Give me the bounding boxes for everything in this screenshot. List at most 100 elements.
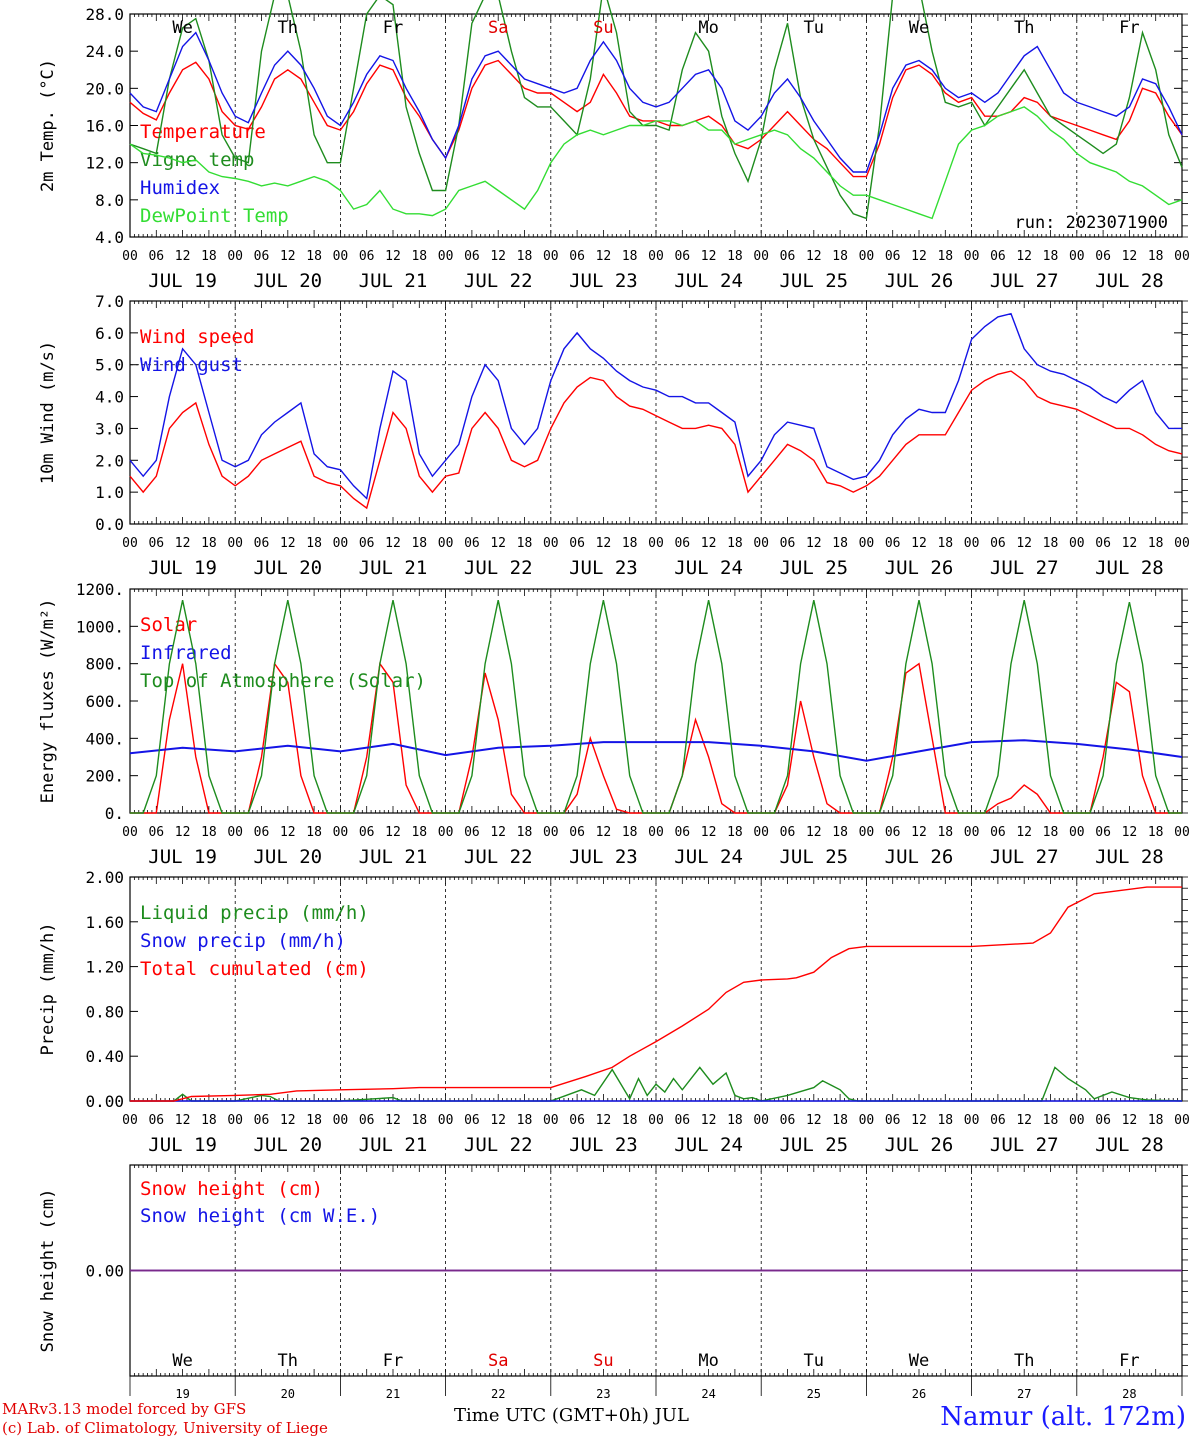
x-hour-label: 12 bbox=[490, 1113, 506, 1128]
panel-2: 0.0 1.0 2.0 3.0 4.0 5.0 6.0 7.0 10m Wind (m/s) Wi… bbox=[38, 292, 1190, 579]
x-hour-label: 12 bbox=[175, 536, 191, 551]
x-hour-label: 06 bbox=[674, 249, 690, 264]
x-hour-label: 06 bbox=[1095, 536, 1111, 551]
y-tick-label: 200. bbox=[85, 767, 124, 786]
x-hour-label: 12 bbox=[1122, 536, 1138, 551]
credit-lab: (c) Lab. of Climatology, University of L… bbox=[2, 1419, 328, 1437]
legend-entry: Snow height (cm) bbox=[140, 1178, 323, 1200]
x-hour-label: 12 bbox=[1016, 825, 1032, 840]
weekday-label: Fr bbox=[383, 18, 403, 38]
y-tick-label: 400. bbox=[85, 729, 124, 748]
x-hour-label: 18 bbox=[622, 249, 638, 264]
x-hour-label: 12 bbox=[701, 249, 717, 264]
day-number-label: 23 bbox=[596, 1387, 610, 1401]
station-title: Namur (alt. 172m) bbox=[940, 1402, 1186, 1432]
x-hour-label: 12 bbox=[911, 249, 927, 264]
x-hour-label: 18 bbox=[201, 249, 217, 264]
x-hour-label: 12 bbox=[596, 536, 612, 551]
x-day-label: JUL 27 bbox=[990, 270, 1059, 292]
x-day-label: JUL 27 bbox=[990, 1134, 1059, 1156]
x-hour-label: 12 bbox=[1016, 536, 1032, 551]
y-axis-label: 2m Temp. (°C) bbox=[38, 59, 58, 192]
x-hour-label: 12 bbox=[701, 825, 717, 840]
x-hour-label: 00 bbox=[964, 825, 980, 840]
x-hour-label: 06 bbox=[674, 825, 690, 840]
x-hour-label: 06 bbox=[885, 825, 901, 840]
x-day-label: JUL 26 bbox=[885, 846, 954, 868]
x-hour-label: 18 bbox=[1148, 1113, 1164, 1128]
x-day-label: JUL 27 bbox=[990, 557, 1059, 579]
x-hour-label: 06 bbox=[359, 249, 375, 264]
x-day-label: JUL 22 bbox=[464, 846, 533, 868]
weekday-label: Th bbox=[1014, 1351, 1034, 1371]
day-number-label: 19 bbox=[175, 1387, 189, 1401]
x-hour-label: 00 bbox=[964, 1113, 980, 1128]
x-hour-label: 06 bbox=[1095, 825, 1111, 840]
x-day-label: JUL 21 bbox=[359, 557, 428, 579]
x-hour-label: 00 bbox=[227, 249, 243, 264]
x-hour-label: 00 bbox=[1174, 536, 1190, 551]
x-hour-label: 12 bbox=[385, 1113, 401, 1128]
y-tick-label: 800. bbox=[85, 655, 124, 674]
x-hour-label: 06 bbox=[148, 249, 164, 264]
x-hour-label: 00 bbox=[333, 1113, 349, 1128]
x-day-label: JUL 19 bbox=[148, 270, 217, 292]
x-hour-label: 18 bbox=[1148, 249, 1164, 264]
x-hour-label: 06 bbox=[464, 1113, 480, 1128]
x-hour-label: 12 bbox=[1122, 249, 1138, 264]
x-day-label: JUL 23 bbox=[569, 846, 638, 868]
panel-5: 0.00 Snow height (cm) Snow height (cm) Snow… bbox=[38, 1164, 1188, 1401]
weekday-label: Th bbox=[1014, 18, 1034, 38]
x-hour-label: 00 bbox=[648, 825, 664, 840]
x-hour-label: 00 bbox=[648, 1113, 664, 1128]
panel-3: 0. 200. 400. 600. 800. 1000. 1200. Energy fluxe… bbox=[38, 580, 1190, 868]
day-number-label: 27 bbox=[1017, 1387, 1031, 1401]
x-hour-label: 18 bbox=[517, 536, 533, 551]
y-tick-label: 2.00 bbox=[85, 868, 124, 887]
x-hour-label: 18 bbox=[937, 1113, 953, 1128]
x-hour-label: 00 bbox=[333, 825, 349, 840]
y-axis-label: Precip (mm/h) bbox=[38, 922, 58, 1055]
x-day-label: JUL 19 bbox=[148, 1134, 217, 1156]
x-hour-label: 12 bbox=[1122, 825, 1138, 840]
x-hour-label: 12 bbox=[911, 536, 927, 551]
y-tick-label: 20.0 bbox=[85, 79, 124, 98]
x-hour-label: 00 bbox=[1069, 825, 1085, 840]
x-hour-label: 00 bbox=[1069, 249, 1085, 264]
x-hour-label: 18 bbox=[832, 825, 848, 840]
x-hour-label: 00 bbox=[648, 536, 664, 551]
x-hour-label: 18 bbox=[727, 536, 743, 551]
y-axis-label: 10m Wind (m/s) bbox=[38, 341, 58, 484]
x-hour-label: 00 bbox=[543, 249, 559, 264]
x-hour-label: 12 bbox=[1016, 1113, 1032, 1128]
x-day-label: JUL 21 bbox=[359, 846, 428, 868]
x-hour-label: 00 bbox=[438, 825, 454, 840]
weekday-label: Tu bbox=[804, 18, 824, 38]
x-hour-label: 00 bbox=[122, 825, 138, 840]
weekday-label: Tu bbox=[804, 1351, 824, 1371]
y-axis-label: Energy fluxes (W/m²) bbox=[38, 599, 58, 804]
x-hour-label: 06 bbox=[780, 825, 796, 840]
x-hour-label: 12 bbox=[596, 1113, 612, 1128]
day-number-label: 24 bbox=[701, 1387, 715, 1401]
weekday-label: We bbox=[172, 18, 192, 38]
y-tick-label: 1.20 bbox=[85, 958, 124, 977]
y-tick-label: 28.0 bbox=[85, 5, 124, 24]
x-day-label: JUL 19 bbox=[148, 846, 217, 868]
x-hour-label: 12 bbox=[1122, 1113, 1138, 1128]
y-tick-label: 0. bbox=[105, 804, 124, 823]
x-hour-label: 18 bbox=[727, 1113, 743, 1128]
x-hour-label: 00 bbox=[333, 536, 349, 551]
x-hour-label: 12 bbox=[280, 249, 296, 264]
x-hour-label: 12 bbox=[175, 825, 191, 840]
y-tick-label: 1200. bbox=[76, 580, 124, 599]
series-line-wind-speed bbox=[129, 370, 1183, 510]
x-hour-label: 18 bbox=[622, 825, 638, 840]
x-day-label: JUL 23 bbox=[569, 270, 638, 292]
x-day-label: JUL 27 bbox=[990, 846, 1059, 868]
day-number-label: 22 bbox=[491, 1387, 505, 1401]
series-line-wind-gust bbox=[129, 312, 1182, 500]
x-day-label: JUL 23 bbox=[569, 557, 638, 579]
x-day-label: JUL 21 bbox=[359, 1134, 428, 1156]
y-tick-label: 0.00 bbox=[85, 1092, 124, 1111]
